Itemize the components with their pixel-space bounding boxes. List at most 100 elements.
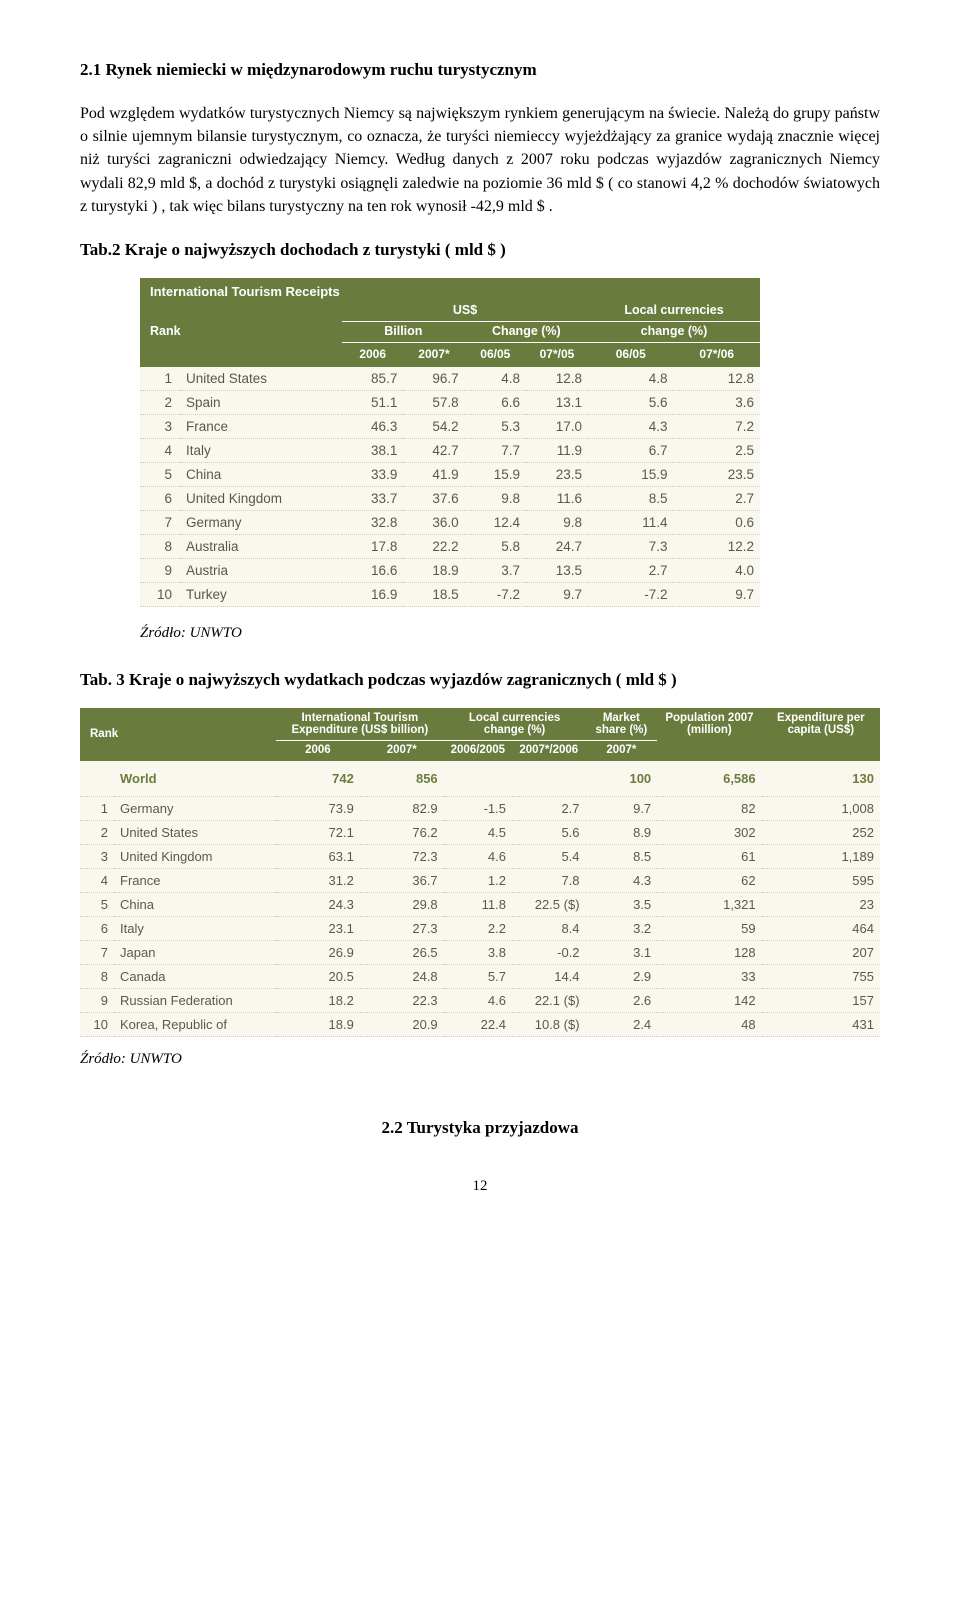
cell-value: 1,189	[762, 844, 880, 868]
cell-value: 4.3	[588, 414, 674, 438]
cell-value: 3.6	[673, 390, 760, 414]
table3-caption: Tab. 3 Kraje o najwyższych wydatkach pod…	[80, 670, 880, 690]
cell-value: 18.5	[403, 582, 464, 606]
cell-value: 3.8	[444, 940, 512, 964]
cell-value: 10.8 ($)	[512, 1012, 586, 1036]
t2-sub-0706: 2007*/2006	[512, 740, 586, 761]
cell-value: 8.4	[512, 916, 586, 940]
cell-value: 54.2	[403, 414, 464, 438]
cell-value: 12.2	[673, 534, 760, 558]
cell-value: 4.3	[586, 868, 658, 892]
cell-value: 61	[657, 844, 761, 868]
t2-exp: International Tourism Expenditure (US$ b…	[276, 708, 444, 741]
cell-value: 22.2	[403, 534, 464, 558]
cell-value: 23.5	[673, 462, 760, 486]
cell-value: 128	[657, 940, 761, 964]
cell-value: 11.6	[526, 486, 588, 510]
cell-value: 38.1	[342, 438, 403, 462]
cell-value: 130	[762, 761, 880, 797]
cell-value	[444, 761, 512, 797]
cell-value: -0.2	[512, 940, 586, 964]
table-row: 6Italy23.127.32.28.43.259464	[80, 916, 880, 940]
cell-value: 7.8	[512, 868, 586, 892]
cell-value: 51.1	[342, 390, 403, 414]
cell-rank: 7	[140, 510, 180, 534]
cell-rank: 8	[80, 964, 114, 988]
cell-value: 157	[762, 988, 880, 1012]
cell-value: 22.3	[360, 988, 444, 1012]
cell-value: -7.2	[588, 582, 674, 606]
cell-country: Germany	[114, 796, 276, 820]
cell-rank: 6	[80, 916, 114, 940]
cell-value: 5.3	[465, 414, 526, 438]
cell-value: 0.6	[673, 510, 760, 534]
cell-value: -7.2	[465, 582, 526, 606]
table-row: 2United States72.176.24.55.68.9302252	[80, 820, 880, 844]
cell-value: 32.8	[342, 510, 403, 534]
cell-value: 3.1	[586, 940, 658, 964]
cell-value: 856	[360, 761, 444, 797]
t2-share: Market share (%)	[586, 708, 658, 741]
t2-rank: Rank	[80, 708, 276, 761]
table-row: 2Spain51.157.86.613.15.63.6	[140, 390, 760, 414]
cell-value: 63.1	[276, 844, 360, 868]
cell-value: 4.8	[588, 367, 674, 391]
cell-value	[512, 761, 586, 797]
cell-value: 1.2	[444, 868, 512, 892]
cell-value: 9.7	[526, 582, 588, 606]
cell-rank: 9	[140, 558, 180, 582]
table-row: 1Germany73.982.9-1.52.79.7821,008	[80, 796, 880, 820]
cell-value: 2.7	[512, 796, 586, 820]
cell-value: 2.7	[673, 486, 760, 510]
cell-value: 18.2	[276, 988, 360, 1012]
cell-value: 6.6	[465, 390, 526, 414]
cell-value: 2.2	[444, 916, 512, 940]
table-row: 5China33.941.915.923.515.923.5	[140, 462, 760, 486]
cell-value: 5.8	[465, 534, 526, 558]
cell-value: 26.9	[276, 940, 360, 964]
cell-value: 5.6	[588, 390, 674, 414]
cell-country: Australia	[180, 534, 342, 558]
cell-value: 8.5	[586, 844, 658, 868]
cell-value: 18.9	[403, 558, 464, 582]
cell-rank: 8	[140, 534, 180, 558]
cell-value: 5.7	[444, 964, 512, 988]
cell-value: 72.3	[360, 844, 444, 868]
cell-value: 18.9	[276, 1012, 360, 1036]
cell-rank: 2	[140, 390, 180, 414]
cell-value: 37.6	[403, 486, 464, 510]
cell-country: France	[114, 868, 276, 892]
cell-value: 24.8	[360, 964, 444, 988]
cell-value: 42.7	[403, 438, 464, 462]
table-row: 4France31.236.71.27.84.362595	[80, 868, 880, 892]
cell-value: 57.8	[403, 390, 464, 414]
cell-value: 96.7	[403, 367, 464, 391]
cell-value: 15.9	[588, 462, 674, 486]
cell-value: 73.9	[276, 796, 360, 820]
source-2: Źródło: UNWTO	[80, 1051, 880, 1068]
cell-country: Italy	[114, 916, 276, 940]
cell-value: 2.7	[588, 558, 674, 582]
cell-value: 7.2	[673, 414, 760, 438]
cell-country: Japan	[114, 940, 276, 964]
table-row: 9Russian Federation18.222.34.622.1 ($)2.…	[80, 988, 880, 1012]
table-expenditure: Rank International Tourism Expenditure (…	[80, 708, 880, 1037]
cell-value: 22.5 ($)	[512, 892, 586, 916]
cell-value: 29.8	[360, 892, 444, 916]
grp-change2: change (%)	[588, 321, 760, 342]
cell-country: China	[180, 462, 342, 486]
cell-value: 3.5	[586, 892, 658, 916]
cell-value: 22.4	[444, 1012, 512, 1036]
cell-country: Canada	[114, 964, 276, 988]
cell-value: 6,586	[657, 761, 761, 797]
cell-value: 33.7	[342, 486, 403, 510]
table-row: 10Korea, Republic of18.920.922.410.8 ($)…	[80, 1012, 880, 1036]
cell-value: 2.9	[586, 964, 658, 988]
cell-rank: 7	[80, 940, 114, 964]
cell-value: 48	[657, 1012, 761, 1036]
cell-value: 20.9	[360, 1012, 444, 1036]
table1-title: International Tourism Receipts	[140, 278, 760, 301]
cell-value: 302	[657, 820, 761, 844]
cell-value: 6.7	[588, 438, 674, 462]
table-row: 4Italy38.142.77.711.96.72.5	[140, 438, 760, 462]
